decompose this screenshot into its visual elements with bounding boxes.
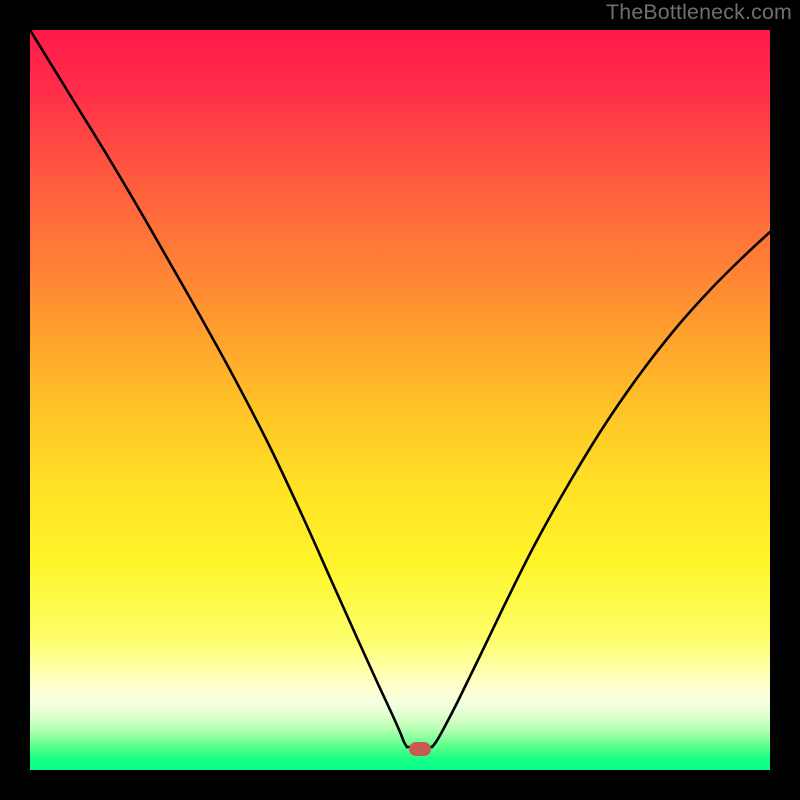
bottleneck-marker xyxy=(409,742,431,756)
chart-svg xyxy=(0,0,800,800)
plot-background xyxy=(30,30,770,770)
chart-stage: TheBottleneck.com xyxy=(0,0,800,800)
